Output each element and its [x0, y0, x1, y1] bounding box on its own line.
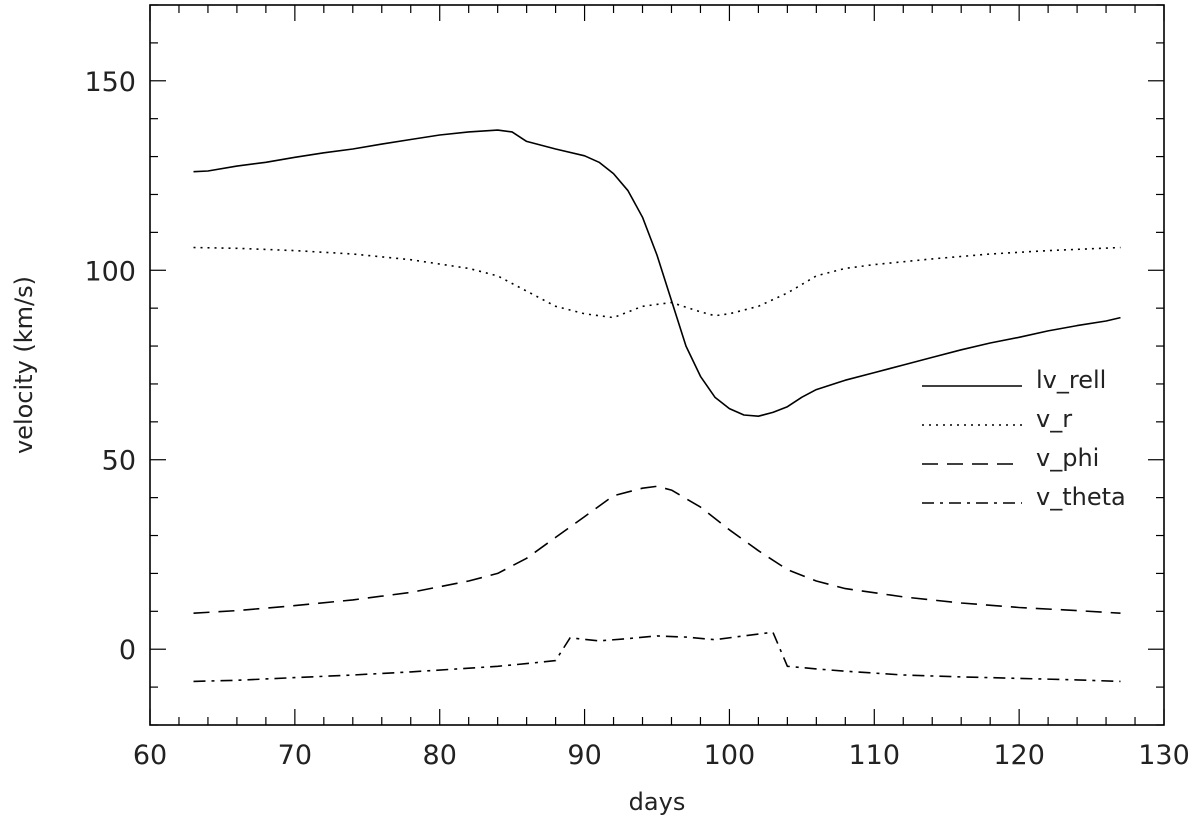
- series-line-v-phi: [193, 485, 1121, 614]
- x-tick-label: 70: [278, 740, 312, 771]
- x-tick-label: 110: [849, 740, 901, 771]
- x-tick-label: 130: [1138, 740, 1190, 771]
- x-tick-label: 120: [993, 740, 1045, 771]
- x-tick-label: 100: [704, 740, 756, 771]
- x-axis-label: days: [629, 788, 686, 816]
- legend: lv_rell v_r v_phi v_theta: [922, 366, 1126, 511]
- legend-label: v_theta: [1036, 483, 1126, 511]
- x-tick-label: 60: [133, 740, 167, 771]
- y-tick-label: 150: [84, 67, 136, 98]
- axis-tick-labels: 60 70 80 90 100 110 120 130 0 50 100 150: [84, 67, 1189, 771]
- series-line-v-r: [193, 246, 1121, 319]
- legend-label: lv_rell: [1036, 366, 1106, 394]
- x-tick-label: 90: [567, 740, 601, 771]
- series-lines: [193, 129, 1121, 683]
- series-line-v-theta: [193, 631, 1121, 683]
- plot-frame: [149, 4, 1165, 726]
- y-tick-label: 100: [84, 256, 136, 287]
- x-tick-label: 80: [423, 740, 457, 771]
- y-tick-label: 50: [102, 446, 136, 477]
- y-axis-label: velocity (km/s): [10, 276, 38, 454]
- series-line-lv-rell: [193, 129, 1121, 417]
- legend-label: v_r: [1036, 405, 1072, 433]
- y-tick-label: 0: [119, 635, 136, 666]
- legend-label: v_phi: [1036, 444, 1099, 472]
- axis-ticks: [149, 4, 1165, 726]
